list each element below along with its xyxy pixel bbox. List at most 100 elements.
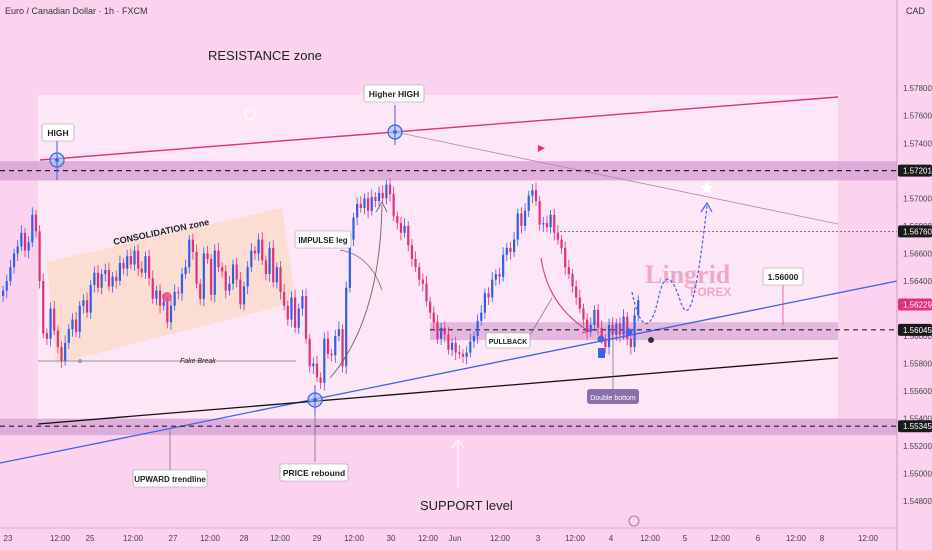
price-tick-label[interactable]: 1.55800	[903, 360, 932, 369]
time-tick-label[interactable]: 12:00	[640, 534, 661, 543]
time-axis-ticks[interactable]: 23 12:00 25 12:00 27 12:00 28 12:00 29 12:00 30 12:…	[4, 534, 879, 543]
time-tick-label[interactable]: Jun	[449, 534, 462, 543]
candle-body	[403, 225, 406, 233]
candle-body	[312, 363, 315, 367]
candle-body	[315, 363, 319, 378]
price-tick-label[interactable]: 1.57400	[903, 139, 932, 148]
candle-body	[253, 250, 257, 254]
time-tick-label[interactable]: 12:00	[418, 534, 439, 543]
time-tick-label[interactable]: 12:00	[123, 534, 144, 543]
higher-high-text: Higher HIGH	[369, 89, 420, 99]
candle-body	[239, 279, 242, 305]
time-tick-label[interactable]: 23	[4, 534, 13, 543]
time-tick-label[interactable]: 30	[387, 534, 396, 543]
watermark-subtext: FOREX	[690, 285, 731, 299]
price-tick-label[interactable]: 1.55600	[903, 387, 932, 396]
candle-body	[294, 297, 297, 328]
candle-body	[494, 274, 497, 280]
candle-body	[337, 329, 340, 337]
candle-body	[600, 327, 603, 339]
candle-body	[104, 269, 107, 275]
candle-body	[23, 232, 27, 251]
time-tick-label[interactable]: 12:00	[786, 534, 807, 543]
candle-body	[56, 330, 59, 348]
candle-body	[370, 196, 373, 211]
time-tick-label[interactable]: 12:00	[490, 534, 511, 543]
time-tick-label[interactable]: 12:00	[858, 534, 879, 543]
candle-body	[49, 308, 52, 339]
time-tick-label[interactable]: 3	[536, 534, 541, 543]
candle-body	[272, 247, 275, 283]
lightning-icon	[628, 515, 640, 527]
time-tick-label[interactable]: 12:00	[565, 534, 586, 543]
candle-body	[71, 319, 74, 330]
candle-body	[323, 338, 326, 383]
price-tag-label: 1.56229	[903, 300, 932, 309]
time-tick-label[interactable]: 28	[240, 534, 249, 543]
price-tick-label[interactable]: 1.56600	[903, 249, 932, 258]
candle-body	[250, 250, 253, 268]
time-tick-label[interactable]: 6	[756, 534, 761, 543]
time-tick-label[interactable]: 12:00	[344, 534, 365, 543]
time-tick-label[interactable]: 8	[820, 534, 825, 543]
chart-title: Euro / Canadian Dollar · 1h · FXCM	[5, 6, 148, 16]
candle-body	[188, 239, 191, 268]
candle-body	[538, 201, 541, 225]
consolidation-channel	[47, 208, 296, 364]
candle-body	[202, 253, 205, 299]
candle-body	[396, 216, 399, 224]
price-tick-label[interactable]: 1.54800	[903, 497, 932, 506]
candle-body	[633, 315, 636, 348]
time-tick-label[interactable]: 29	[313, 534, 322, 543]
candle-body	[381, 192, 384, 199]
candle-body	[363, 198, 366, 208]
candle-body	[257, 239, 260, 254]
double-bottom-point-2	[625, 328, 633, 336]
candle-body	[9, 267, 12, 281]
candle-body	[356, 203, 359, 218]
candle-body	[502, 254, 505, 277]
candle-body	[560, 239, 563, 248]
time-tick-label[interactable]: 4	[609, 534, 614, 543]
candle-body	[556, 232, 559, 240]
upward-trendline	[0, 280, 898, 464]
candle-body	[85, 300, 89, 313]
pullback-callout: PULLBACK	[485, 332, 531, 349]
price-tick-label[interactable]: 1.57600	[903, 112, 932, 121]
eye-icon	[648, 337, 654, 343]
price-tick-label[interactable]: 1.55400	[903, 415, 932, 424]
price-tick-label[interactable]: 1.57800	[903, 84, 932, 93]
time-tick-label[interactable]: 12:00	[200, 534, 221, 543]
candle-body	[421, 279, 424, 284]
price-tick-label[interactable]: 1.57000	[903, 194, 932, 203]
time-tick-label[interactable]: 25	[86, 534, 95, 543]
candle-body	[38, 231, 41, 281]
snail-icon	[162, 292, 172, 302]
time-tick-label[interactable]: 27	[169, 534, 178, 543]
watermark-text: Lingrid	[645, 260, 731, 289]
candle-body	[144, 256, 147, 273]
candle-body	[618, 323, 622, 335]
candle-body	[191, 239, 194, 253]
price-tick-label[interactable]: 1.55200	[903, 442, 932, 451]
alert-icon	[244, 109, 256, 121]
candle-body	[607, 325, 611, 348]
price-tick-label[interactable]: 1.55000	[903, 470, 932, 479]
candle-body	[447, 334, 450, 350]
candle-body	[629, 338, 632, 348]
time-tick-label[interactable]: 12:00	[50, 534, 71, 543]
resistance-zone-band	[0, 161, 897, 181]
time-tick-label[interactable]: 12:00	[710, 534, 731, 543]
candle-body	[107, 269, 111, 287]
candle-body	[465, 352, 468, 357]
candle-body	[469, 341, 472, 353]
candle-body	[589, 325, 592, 332]
candle-body	[352, 217, 355, 240]
candle-body	[418, 267, 421, 280]
time-tick-label[interactable]: 12:00	[270, 534, 291, 543]
price-tick-label[interactable]: 1.56400	[903, 277, 932, 286]
time-tick-label[interactable]: 5	[683, 534, 688, 543]
price-tick-label[interactable]: 1.56000	[903, 332, 932, 341]
candle-body	[604, 338, 607, 348]
